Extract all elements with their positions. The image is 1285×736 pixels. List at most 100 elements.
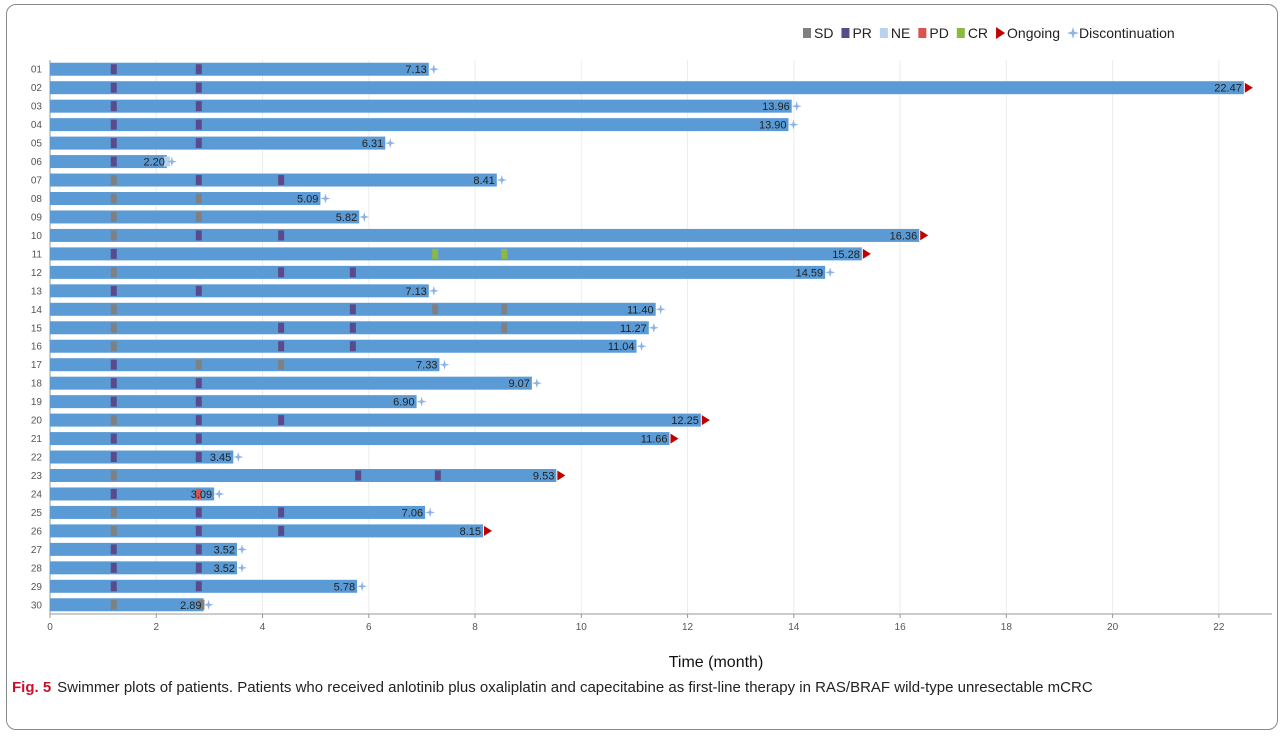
duration-label: 7.13 [405, 64, 426, 76]
patient-id-label: 06 [31, 157, 43, 168]
response-marker-pr [110, 544, 117, 555]
response-marker-cr [432, 248, 439, 259]
response-marker-pr [195, 378, 202, 389]
discontinuation-marker [203, 599, 214, 610]
response-marker-pr [195, 119, 202, 130]
response-marker-sd [432, 304, 439, 315]
response-marker-pr [110, 562, 117, 573]
duration-label: 5.82 [336, 212, 357, 224]
patient-bar [50, 487, 215, 501]
patient-bar [50, 173, 497, 187]
duration-label: 3.52 [214, 563, 235, 575]
response-marker-sd [110, 341, 117, 352]
legend-label-pr: PR [852, 25, 871, 41]
duration-label: 7.13 [405, 286, 426, 298]
legend-label-ongoing: Ongoing [1007, 25, 1060, 41]
response-marker-pr [110, 101, 117, 112]
patient-id-label: 09 [31, 212, 43, 223]
ongoing-arrow [1244, 82, 1253, 93]
legend-label-pd: PD [929, 25, 948, 41]
discontinuation-marker [825, 267, 836, 278]
response-marker-pr [278, 175, 285, 186]
legend-label-cr: CR [968, 25, 988, 41]
x-tick-label: 12 [682, 622, 694, 633]
patient-id-label: 08 [31, 194, 43, 205]
patient-id-label: 12 [31, 268, 43, 279]
discontinuation-marker [439, 359, 450, 370]
patient-id-label: 03 [31, 102, 43, 113]
patient-bar [50, 284, 429, 298]
patient-id-label: 19 [31, 397, 43, 408]
legend-swatch-pr [841, 28, 850, 38]
response-marker-sd [110, 525, 117, 536]
patient-bar [50, 450, 234, 464]
patient-bar [50, 376, 532, 390]
x-tick-label: 22 [1213, 622, 1225, 633]
response-marker-pr [110, 396, 117, 407]
patient-bar [50, 247, 862, 261]
duration-label: 12.25 [671, 415, 699, 427]
patient-id-label: 16 [31, 342, 43, 353]
patient-id-label: 05 [31, 139, 43, 150]
response-marker-pr [195, 452, 202, 463]
response-marker-pr [195, 175, 202, 186]
patient-bar [50, 339, 637, 353]
response-marker-pr [110, 285, 117, 296]
patient-bar [50, 62, 429, 76]
duration-label: 7.33 [416, 360, 437, 372]
patient-id-label: 01 [31, 65, 43, 76]
legend-label-sd: SD [814, 25, 833, 41]
duration-label: 3.52 [214, 544, 235, 556]
response-marker-pr [195, 138, 202, 149]
ongoing-arrow [484, 525, 493, 536]
duration-label: 15.28 [832, 249, 860, 261]
duration-label: 3.09 [191, 489, 212, 501]
discontinuation-marker [166, 156, 177, 167]
response-marker-sd [110, 175, 117, 186]
duration-label: 9.07 [508, 378, 529, 390]
response-marker-pr [278, 230, 285, 241]
discontinuation-marker [320, 193, 331, 204]
response-marker-sd [195, 211, 202, 222]
x-tick-label: 18 [1001, 622, 1013, 633]
duration-label: 8.41 [473, 175, 494, 187]
response-marker-sd [110, 322, 117, 333]
discontinuation-marker [648, 322, 659, 333]
patient-id-label: 10 [31, 231, 43, 242]
duration-label: 2.20 [143, 157, 164, 169]
patient-id-label: 30 [31, 600, 43, 611]
discontinuation-marker [655, 304, 666, 315]
response-marker-pr [195, 230, 202, 241]
response-marker-sd [278, 359, 285, 370]
patient-bar [50, 99, 792, 113]
discontinuation-marker [531, 378, 542, 389]
patient-bar [50, 265, 826, 279]
x-tick-label: 20 [1107, 622, 1119, 633]
response-marker-pr [110, 64, 117, 75]
response-marker-pr [195, 285, 202, 296]
duration-label: 5.09 [297, 194, 318, 206]
discontinuation-marker [385, 138, 396, 149]
patient-id-label: 04 [31, 120, 43, 131]
duration-label: 14.59 [796, 267, 824, 279]
patient-bar [50, 395, 417, 409]
response-marker-pr [110, 581, 117, 592]
response-marker-pr [349, 267, 356, 278]
response-marker-pr [110, 452, 117, 463]
response-marker-pr [195, 64, 202, 75]
response-marker-pr [195, 562, 202, 573]
patient-bar [50, 561, 238, 575]
response-marker-pr [110, 488, 117, 499]
patient-id-label: 27 [31, 545, 43, 556]
response-marker-pr [278, 507, 285, 518]
response-marker-sd [501, 322, 508, 333]
ongoing-arrow [862, 248, 871, 259]
duration-label: 7.06 [402, 507, 423, 519]
duration-label: 11.04 [608, 341, 635, 353]
patient-bar [50, 192, 321, 205]
response-marker-pr [110, 433, 117, 444]
patient-bar [50, 118, 789, 132]
discontinuation-marker [788, 119, 799, 130]
response-marker-cr [501, 248, 508, 259]
patient-id-label: 29 [31, 582, 43, 593]
